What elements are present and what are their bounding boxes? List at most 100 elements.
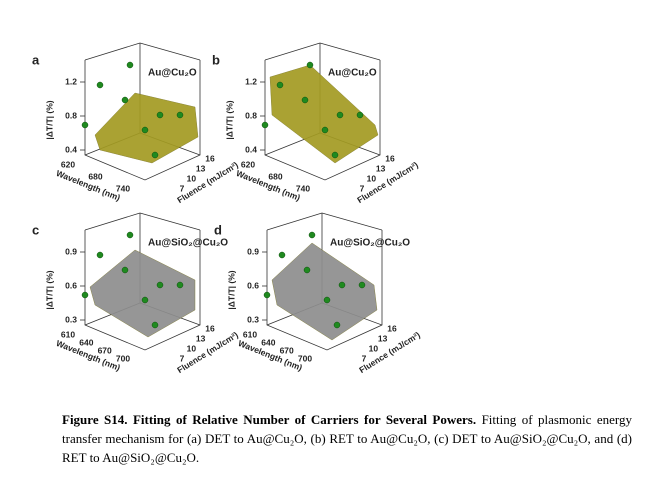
- data-sphere: [176, 281, 184, 289]
- data-sphere: [141, 126, 149, 134]
- x-tick-label: 670: [280, 345, 294, 355]
- data-sphere: [333, 321, 341, 329]
- z-tick-label: 0.8: [245, 110, 257, 120]
- surface: [271, 242, 378, 341]
- legend: Au@SiO₂@Cu₂O: [330, 238, 410, 249]
- panel-label: c: [32, 222, 39, 237]
- x-tick-label: 740: [116, 183, 130, 193]
- data-sphere: [156, 111, 164, 119]
- x-tick-label: 620: [241, 159, 255, 169]
- data-sphere: [336, 111, 344, 119]
- data-sphere: [323, 296, 331, 304]
- data-sphere: [96, 251, 104, 259]
- data-sphere: [261, 121, 269, 129]
- y-axis-label: Fluence (mJ/cm²): [355, 160, 420, 206]
- data-sphere: [121, 96, 129, 104]
- data-sphere: [331, 151, 339, 159]
- z-tick-label: 0.9: [247, 246, 259, 256]
- data-sphere: [308, 231, 316, 239]
- x-tick-label: 700: [298, 353, 312, 363]
- y-tick-label: 7: [180, 183, 185, 193]
- z-tick-label: 0.3: [247, 314, 259, 324]
- caption-title: Figure S14. Fitting of Relative Number o…: [62, 412, 477, 427]
- z-tick-label: 1.2: [65, 76, 77, 86]
- data-sphere: [151, 321, 159, 329]
- y-tick-label: 13: [376, 163, 386, 173]
- y-tick-label: 16: [205, 323, 215, 333]
- x-tick-label: 640: [79, 337, 93, 347]
- x-tick-label: 700: [116, 353, 130, 363]
- x-tick-label: 620: [61, 159, 75, 169]
- y-tick-label: 16: [205, 153, 215, 163]
- box-edge: [319, 42, 381, 61]
- y-tick-label: 16: [387, 323, 397, 333]
- box-edge: [139, 42, 201, 61]
- data-sphere: [96, 81, 104, 89]
- y-axis-label: Fluence (mJ/cm²): [357, 330, 422, 376]
- panel: c Au@SiO₂@Cu₂O 0.9 0.6 0.3 |ΔT/T| (%) 610 640 67…: [32, 212, 240, 376]
- data-sphere: [301, 96, 309, 104]
- y-tick-label: 7: [362, 353, 367, 363]
- data-sphere: [303, 266, 311, 274]
- z-axis-label: |ΔT/T| (%): [224, 100, 234, 139]
- box-edge: [266, 212, 323, 231]
- z-tick-label: 0.3: [65, 314, 77, 324]
- y-tick-label: 13: [196, 163, 206, 173]
- y-tick-label: 13: [378, 333, 388, 343]
- data-sphere: [338, 281, 346, 289]
- data-sphere: [126, 61, 134, 69]
- data-sphere: [121, 266, 129, 274]
- y-axis-label: Fluence (mJ/cm²): [175, 160, 240, 206]
- y-tick-label: 10: [187, 343, 197, 353]
- surface: [89, 249, 196, 338]
- box-edge: [84, 42, 141, 61]
- data-sphere: [276, 81, 284, 89]
- caption-text: Fitting of plasmonic energy transfer mec…: [62, 412, 632, 465]
- data-sphere: [358, 281, 366, 289]
- box-edge: [139, 212, 201, 231]
- y-tick-label: 7: [360, 183, 365, 193]
- legend: Au@Cu₂O: [328, 68, 377, 79]
- y-tick-label: 7: [180, 353, 185, 363]
- z-tick-label: 0.8: [65, 110, 77, 120]
- y-axis-label: Fluence (mJ/cm²): [175, 330, 240, 376]
- data-sphere: [151, 151, 159, 159]
- data-sphere: [141, 296, 149, 304]
- x-tick-label: 740: [296, 183, 310, 193]
- panel-label: b: [212, 52, 220, 67]
- y-tick-label: 13: [196, 333, 206, 343]
- x-tick-label: 670: [98, 345, 112, 355]
- data-sphere: [356, 111, 364, 119]
- data-sphere: [176, 111, 184, 119]
- legend: Au@Cu₂O: [148, 68, 197, 79]
- panel-label: d: [214, 222, 222, 237]
- data-sphere: [156, 281, 164, 289]
- z-tick-label: 0.6: [247, 280, 259, 290]
- x-tick-label: 640: [261, 337, 275, 347]
- box-edge: [264, 42, 321, 61]
- z-axis-label: |ΔT/T| (%): [44, 100, 54, 139]
- y-tick-label: 10: [367, 173, 377, 183]
- data-sphere: [81, 291, 89, 299]
- z-tick-label: 0.4: [245, 144, 257, 154]
- data-sphere: [263, 291, 271, 299]
- z-tick-label: 1.2: [245, 76, 257, 86]
- y-tick-label: 16: [385, 153, 395, 163]
- panel: d Au@SiO₂@Cu₂O 0.9 0.6 0.3 |ΔT/T| (%) 610 640 67…: [214, 212, 422, 376]
- data-sphere: [321, 126, 329, 134]
- data-sphere: [126, 231, 134, 239]
- z-tick-label: 0.4: [65, 144, 77, 154]
- caption: Figure S14. Fitting of Relative Number o…: [62, 410, 632, 467]
- y-tick-label: 10: [369, 343, 379, 353]
- x-tick-label: 680: [268, 171, 282, 181]
- x-tick-label: 610: [243, 329, 257, 339]
- box-edge: [84, 212, 141, 231]
- data-sphere: [81, 121, 89, 129]
- legend: Au@SiO₂@Cu₂O: [148, 238, 228, 249]
- data-sphere: [306, 61, 314, 69]
- x-tick-label: 680: [88, 171, 102, 181]
- panel-label: a: [32, 52, 40, 67]
